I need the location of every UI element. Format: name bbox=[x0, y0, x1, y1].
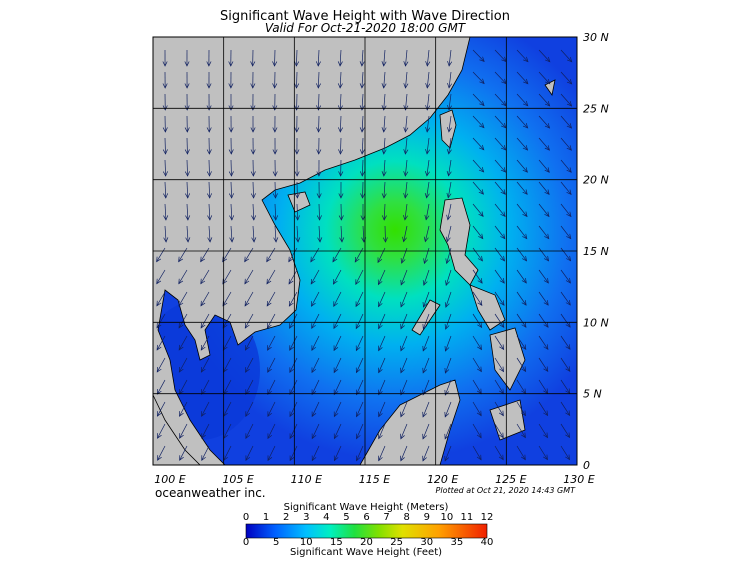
color-bar bbox=[246, 524, 487, 538]
meter-tick-label: 8 bbox=[403, 512, 409, 523]
map bbox=[140, 37, 577, 465]
feet-tick-label: 5 bbox=[273, 537, 279, 548]
meter-tick-label: 12 bbox=[481, 512, 494, 523]
lon-label: 130 E bbox=[563, 473, 594, 486]
feet-tick-label: 30 bbox=[420, 537, 433, 548]
lat-label: 0 bbox=[583, 459, 590, 472]
lon-label: 105 E bbox=[222, 473, 253, 486]
lon-label: 100 E bbox=[154, 473, 185, 486]
meter-tick-label: 6 bbox=[363, 512, 369, 523]
meter-tick-label: 1 bbox=[263, 512, 269, 523]
lon-label: 115 E bbox=[359, 473, 390, 486]
lat-label: 10 N bbox=[583, 316, 609, 329]
meter-tick-label: 3 bbox=[303, 512, 309, 523]
meter-tick-label: 5 bbox=[343, 512, 349, 523]
lon-label: 110 E bbox=[291, 473, 322, 486]
meter-tick-label: 7 bbox=[383, 512, 389, 523]
meter-tick-label: 11 bbox=[461, 512, 474, 523]
meter-tick-label: 9 bbox=[424, 512, 430, 523]
feet-tick-label: 15 bbox=[330, 537, 343, 548]
lat-label: 25 N bbox=[583, 102, 609, 115]
lat-label: 15 N bbox=[583, 245, 609, 258]
feet-tick-label: 35 bbox=[451, 537, 464, 548]
feet-tick-label: 40 bbox=[481, 537, 494, 548]
meter-tick-label: 10 bbox=[440, 512, 453, 523]
lat-label: 30 N bbox=[583, 31, 609, 44]
legend-title-bottom: Significant Wave Height (Feet) bbox=[290, 547, 442, 558]
meter-tick-label: 0 bbox=[243, 512, 249, 523]
lat-label: 5 N bbox=[583, 388, 602, 401]
subtitle: Valid For Oct-21-2020 18:00 GMT bbox=[265, 21, 467, 35]
lon-label: 125 E bbox=[495, 473, 526, 486]
meter-tick-label: 2 bbox=[283, 512, 289, 523]
lat-label: 20 N bbox=[583, 174, 609, 187]
credit: oceanweather inc. bbox=[155, 486, 266, 500]
plotted-note: Plotted at Oct 21, 2020 14:43 GMT bbox=[436, 486, 577, 495]
feet-tick-label: 20 bbox=[360, 537, 373, 548]
feet-tick-label: 25 bbox=[390, 537, 403, 548]
lon-label: 120 E bbox=[427, 473, 458, 486]
feet-tick-label: 0 bbox=[243, 537, 249, 548]
feet-tick-label: 10 bbox=[300, 537, 313, 548]
meter-tick-label: 4 bbox=[323, 512, 329, 523]
